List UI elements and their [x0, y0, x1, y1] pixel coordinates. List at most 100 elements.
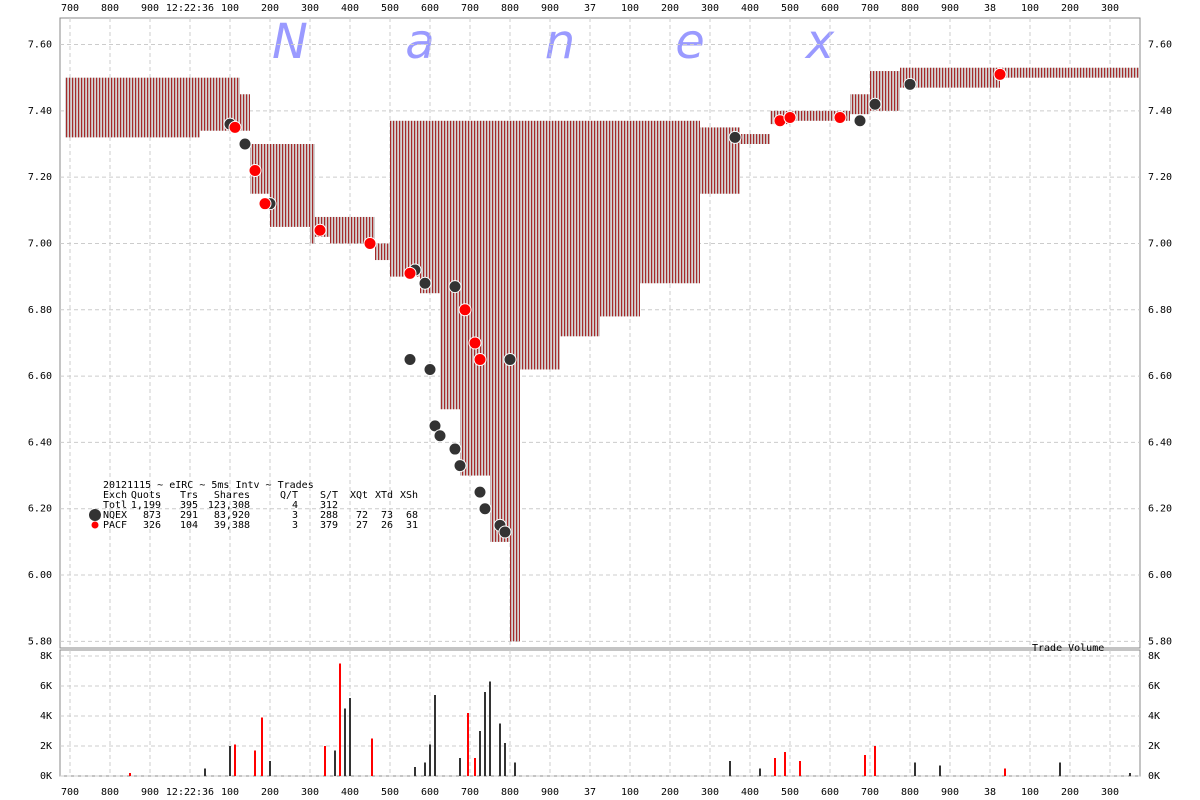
y-tick-label-right: 7.40 [1148, 106, 1172, 117]
stats-cell: 3 [292, 510, 298, 521]
trade-dot [903, 77, 917, 91]
stats-cell: 31 [406, 520, 418, 531]
quote-spread [560, 120, 600, 337]
stats-cell: 4 [292, 500, 298, 511]
x-tick-label: 700 [461, 787, 479, 798]
volume-bar [499, 723, 501, 776]
x-tick-label: 800 [501, 3, 519, 14]
volume-bar [874, 746, 876, 776]
stats-header: Exch [103, 490, 127, 501]
x-tick-label: 12:22:36 [166, 3, 214, 14]
x-tick-label: 900 [541, 3, 559, 14]
y-tick-label: 6.80 [28, 305, 52, 316]
stats-cell: 291 [180, 510, 198, 521]
x-tick-label: 800 [101, 3, 119, 14]
y-tick-label-right: 6.80 [1148, 305, 1172, 316]
x-tick-label: 200 [661, 3, 679, 14]
trade-dot [363, 236, 377, 250]
trade-dot [503, 353, 517, 367]
volume-bar [429, 744, 431, 776]
stats-cell: 326 [143, 520, 161, 531]
trade-dot [783, 110, 797, 124]
x-tick-label: 200 [661, 787, 679, 798]
volume-bar [254, 750, 256, 776]
x-tick-label: 300 [1101, 787, 1119, 798]
y-tick-label: 4K [40, 711, 52, 722]
y-tick-label: 2K [40, 741, 52, 752]
x-tick-label: 300 [701, 3, 719, 14]
trade-dot [228, 120, 242, 134]
volume-bar [204, 768, 206, 776]
x-tick-label: 38 [984, 3, 996, 14]
stats-header: Quots [131, 490, 161, 501]
trade-dot [868, 97, 882, 111]
y-tick-label: 7.20 [28, 172, 52, 183]
quote-spread [310, 144, 315, 244]
volume-bar [467, 713, 469, 776]
stats-cell: 123,308 [208, 500, 250, 511]
x-tick-label: 600 [821, 3, 839, 14]
x-tick-label: 900 [941, 3, 959, 14]
x-tick-label: 700 [861, 3, 879, 14]
x-tick-label: 700 [61, 3, 79, 14]
volume-bar [229, 746, 231, 776]
legend-marker [91, 521, 99, 529]
y-tick-label-right: 6.40 [1148, 437, 1172, 448]
y-tick-label: 5.80 [28, 636, 52, 647]
volume-bar [1004, 768, 1006, 776]
x-tick-label: 200 [261, 3, 279, 14]
volume-bar [371, 738, 373, 776]
x-tick-label: 37 [584, 3, 596, 14]
quote-spread [1135, 67, 1140, 78]
volume-bar [914, 762, 916, 776]
watermark-letter: e [675, 14, 705, 70]
trade-dot [498, 525, 512, 539]
volume-bar [414, 767, 416, 776]
volume-bar [729, 761, 731, 776]
volume-bar [459, 758, 461, 776]
stats-cell: 3 [292, 520, 298, 531]
stats-cell: 72 [356, 510, 368, 521]
y-tick-label: 7.60 [28, 40, 52, 51]
volume-bar [489, 681, 491, 776]
y-tick-label-right: 8K [1148, 651, 1160, 662]
x-tick-label: 900 [941, 787, 959, 798]
y-tick-label-right: 6.20 [1148, 504, 1172, 515]
trade-dot [423, 362, 437, 376]
quote-spread [440, 120, 460, 410]
stats-cell: 288 [320, 510, 338, 521]
quote-spread [490, 120, 510, 542]
quote-spread [900, 67, 1000, 88]
volume-bar [1129, 773, 1131, 776]
x-tick-label: 100 [1021, 787, 1039, 798]
watermark-letter: N [272, 14, 308, 70]
stats-cell: 68 [406, 510, 418, 521]
volume-panel [59, 649, 1141, 777]
x-tick-label: 100 [621, 787, 639, 798]
stats-header: Trs [180, 490, 198, 501]
x-tick-label: 100 [621, 3, 639, 14]
stats-header: Q/T [280, 490, 298, 501]
volume-bar [334, 750, 336, 776]
x-tick-label: 600 [421, 3, 439, 14]
x-tick-label: 38 [984, 787, 996, 798]
trade-dot [448, 280, 462, 294]
trade-dot [853, 114, 867, 128]
volume-bar [129, 773, 131, 776]
x-tick-label: 800 [101, 787, 119, 798]
volume-bar [339, 663, 341, 776]
y-tick-label-right: 7.00 [1148, 238, 1172, 249]
quote-spread [790, 110, 850, 121]
y-tick-label-right: 7.20 [1148, 172, 1172, 183]
y-tick-label: 7.00 [28, 238, 52, 249]
volume-bar [324, 746, 326, 776]
y-tick-label-right: 5.80 [1148, 636, 1172, 647]
x-tick-label: 300 [701, 787, 719, 798]
stats-title: 20121115 ~ eIRC ~ 5ms Intv ~ Trades [103, 480, 314, 491]
x-tick-label: 200 [1061, 3, 1079, 14]
x-tick-label: 300 [301, 787, 319, 798]
volume-bar [269, 761, 271, 776]
stats-cell: PACF [103, 520, 127, 531]
volume-bar [784, 752, 786, 776]
